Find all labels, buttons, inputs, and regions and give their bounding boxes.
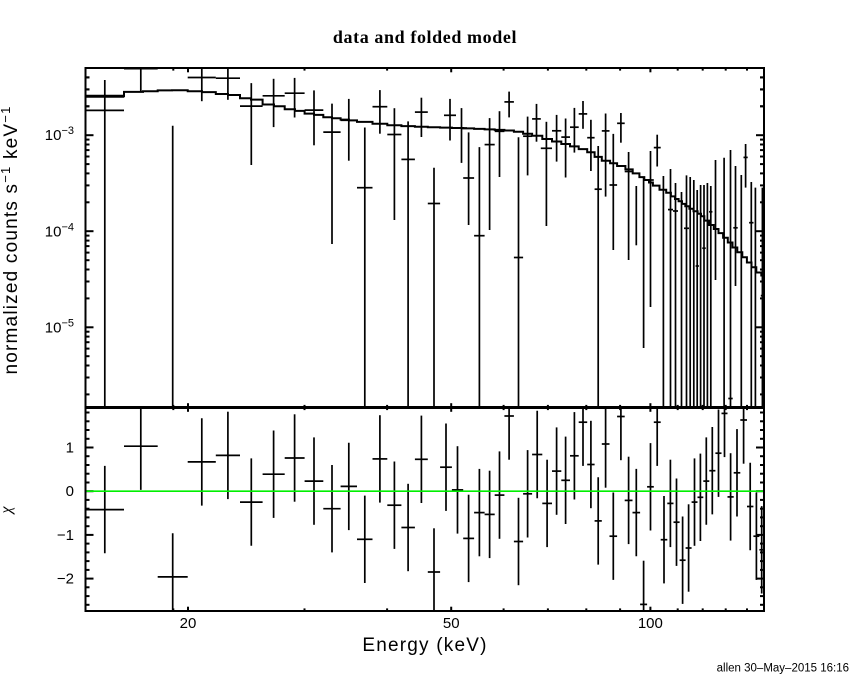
svg-text:Energy (keV): Energy (keV) bbox=[362, 635, 487, 656]
svg-text:100: 100 bbox=[638, 615, 663, 632]
svg-text:χ: χ bbox=[0, 506, 15, 516]
svg-text:10−4: 10−4 bbox=[45, 221, 74, 240]
svg-text:allen 30–May–2015 16:16: allen 30–May–2015 16:16 bbox=[717, 663, 849, 675]
svg-text:10−3: 10−3 bbox=[45, 125, 74, 144]
svg-text:10−5: 10−5 bbox=[45, 317, 74, 336]
svg-text:−2: −2 bbox=[57, 571, 74, 588]
svg-text:normalized counts s−1 keV−1: normalized counts s−1 keV−1 bbox=[0, 105, 22, 374]
svg-text:1: 1 bbox=[66, 440, 74, 457]
svg-text:−1: −1 bbox=[57, 527, 74, 544]
svg-text:0: 0 bbox=[66, 483, 74, 500]
svg-text:20: 20 bbox=[180, 615, 197, 632]
svg-text:data and folded model: data and folded model bbox=[333, 27, 517, 47]
svg-text:50: 50 bbox=[443, 615, 460, 632]
